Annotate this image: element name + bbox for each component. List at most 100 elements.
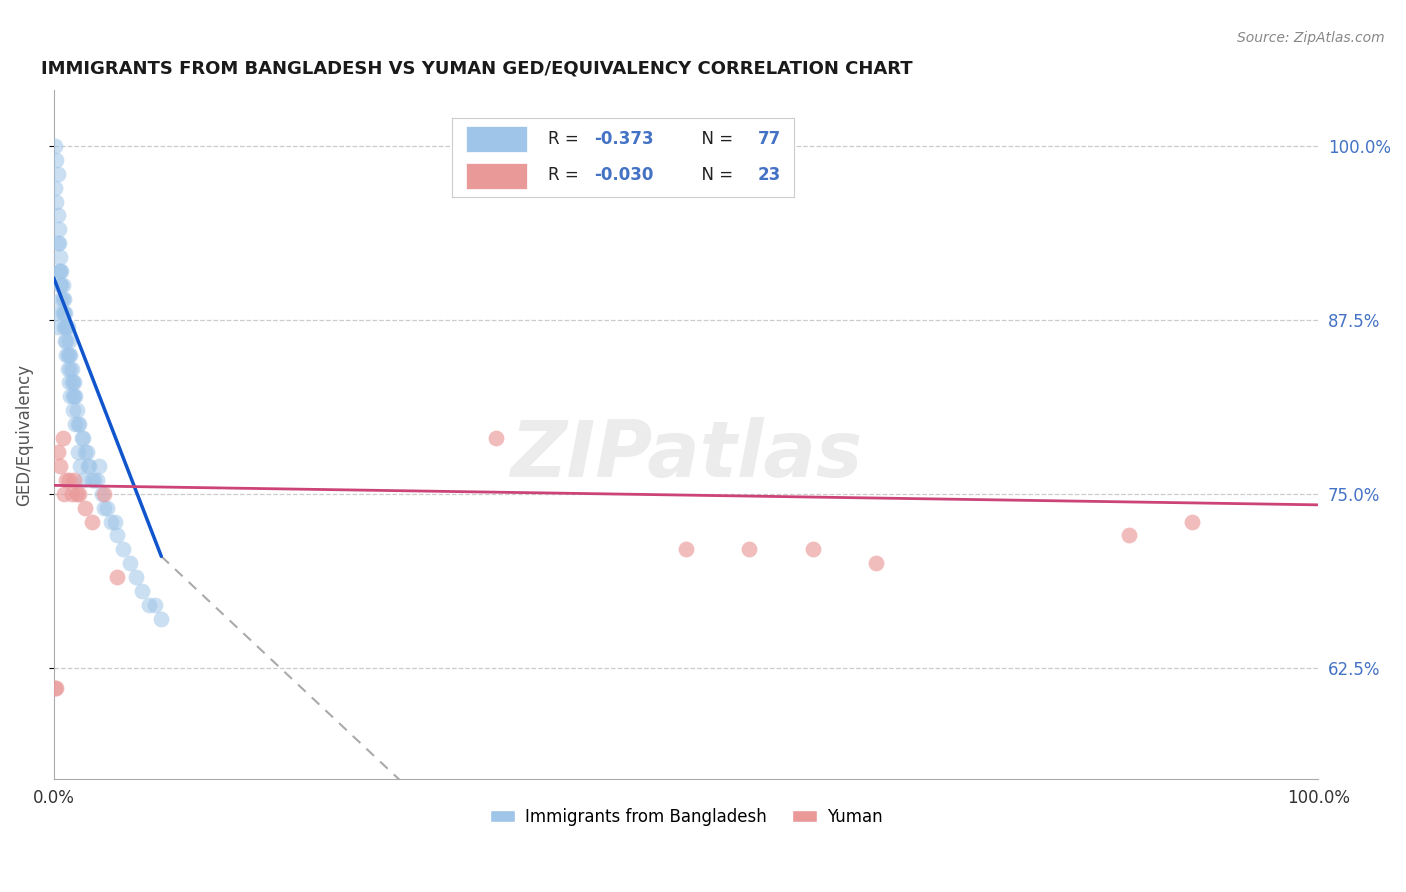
Point <box>1181 515 1204 529</box>
Point <box>52 486 75 500</box>
Point <box>49 264 72 278</box>
Text: IMMIGRANTS FROM BANGLADESH VS YUMAN GED/EQUIVALENCY CORRELATION CHART: IMMIGRANTS FROM BANGLADESH VS YUMAN GED/… <box>41 60 912 78</box>
Point <box>60 376 83 390</box>
Point <box>52 278 75 293</box>
Point <box>63 376 86 390</box>
Point <box>143 598 166 612</box>
Point <box>100 515 122 529</box>
Point <box>55 473 77 487</box>
Point <box>69 458 91 473</box>
Point <box>58 334 80 348</box>
Point <box>62 403 84 417</box>
Point <box>63 389 86 403</box>
Point <box>55 348 77 362</box>
Point <box>55 334 77 348</box>
Point <box>45 194 67 209</box>
Point <box>80 515 103 529</box>
Point <box>801 542 824 557</box>
Point <box>46 319 69 334</box>
Point <box>77 458 100 473</box>
Point <box>52 431 75 445</box>
Point <box>56 348 79 362</box>
Point <box>105 528 128 542</box>
Point <box>86 473 108 487</box>
Point <box>62 376 84 390</box>
Point <box>51 278 73 293</box>
Point <box>49 250 72 264</box>
Y-axis label: GED/Equivalency: GED/Equivalency <box>15 364 32 506</box>
Point <box>45 306 67 320</box>
Point <box>59 348 82 362</box>
Point <box>59 361 82 376</box>
Point <box>63 473 86 487</box>
Point <box>45 681 67 696</box>
Point <box>138 598 160 612</box>
Point <box>44 139 66 153</box>
Point <box>90 486 112 500</box>
Point <box>48 264 70 278</box>
Point <box>65 417 87 432</box>
Point <box>66 417 89 432</box>
Point <box>66 445 89 459</box>
Point <box>52 292 75 306</box>
Point <box>865 556 887 570</box>
Point <box>83 473 105 487</box>
Point <box>75 445 97 459</box>
Point <box>56 319 79 334</box>
Point <box>52 319 75 334</box>
Point <box>125 570 148 584</box>
Point <box>93 500 115 515</box>
Point <box>58 376 80 390</box>
Text: ZIPatlas: ZIPatlas <box>510 417 862 493</box>
Point <box>77 458 100 473</box>
Point <box>131 584 153 599</box>
Point <box>49 458 72 473</box>
Point <box>65 389 87 403</box>
Point <box>72 473 94 487</box>
Point <box>96 500 118 515</box>
Point <box>46 236 69 251</box>
Point <box>67 417 90 432</box>
Point <box>76 445 98 459</box>
Point <box>60 486 83 500</box>
Point <box>67 486 90 500</box>
Point <box>675 542 697 557</box>
Point <box>62 389 84 403</box>
Point <box>48 236 70 251</box>
Point <box>65 403 87 417</box>
Point <box>48 222 70 236</box>
Point <box>53 334 76 348</box>
Point <box>103 515 125 529</box>
Point <box>80 473 103 487</box>
Point <box>118 556 141 570</box>
Point <box>52 306 75 320</box>
Point <box>150 612 173 626</box>
Point <box>52 292 75 306</box>
Point <box>70 431 93 445</box>
Point <box>51 264 73 278</box>
Point <box>738 542 761 557</box>
Point <box>1118 528 1140 542</box>
Point <box>89 458 111 473</box>
Point <box>75 500 97 515</box>
Point <box>53 319 76 334</box>
Point <box>52 306 75 320</box>
Point <box>58 348 80 362</box>
Point <box>60 361 83 376</box>
Point <box>485 431 508 445</box>
Point <box>112 542 135 557</box>
Point <box>105 570 128 584</box>
Point <box>46 445 69 459</box>
Point <box>59 389 82 403</box>
Point <box>45 153 67 167</box>
Point <box>55 319 77 334</box>
Point <box>93 486 115 500</box>
Point <box>72 431 94 445</box>
Point <box>65 486 87 500</box>
Point <box>44 180 66 194</box>
Legend: Immigrants from Bangladesh, Yuman: Immigrants from Bangladesh, Yuman <box>484 801 889 832</box>
Point <box>46 209 69 223</box>
Point <box>53 306 76 320</box>
Point <box>58 473 80 487</box>
Text: Source: ZipAtlas.com: Source: ZipAtlas.com <box>1237 31 1385 45</box>
